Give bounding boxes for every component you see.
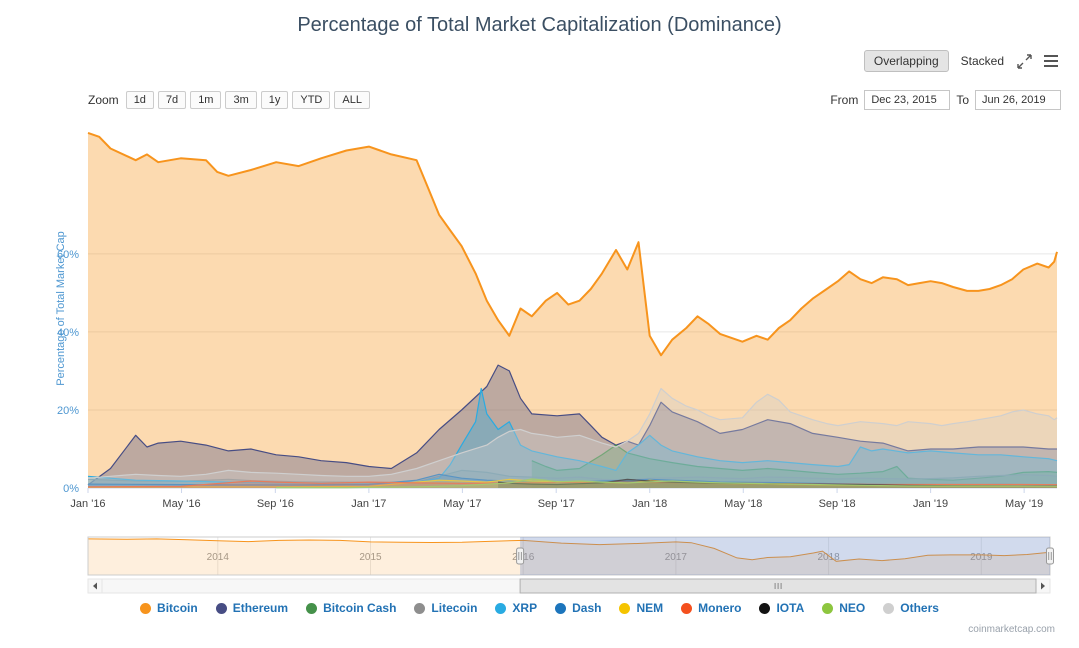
series-area-ethereum bbox=[88, 365, 1057, 488]
to-date-input[interactable] bbox=[975, 90, 1061, 110]
legend-item-litecoin[interactable]: Litecoin bbox=[414, 601, 477, 615]
to-label: To bbox=[956, 93, 969, 107]
series-line-bitcoin[interactable] bbox=[87, 131, 1058, 357]
menu-icon[interactable] bbox=[1043, 54, 1059, 68]
zoom-button-all[interactable]: ALL bbox=[334, 91, 370, 109]
navigator[interactable]: 201420152016201720182019 bbox=[0, 533, 1079, 595]
x-tick-label: May '17 bbox=[443, 498, 481, 510]
series-line-others[interactable] bbox=[87, 387, 1058, 479]
navigator-series-area bbox=[88, 538, 1050, 575]
x-tick-label: May '19 bbox=[1005, 498, 1043, 510]
legend-label: Dash bbox=[572, 601, 602, 615]
legend-item-bitcoin[interactable]: Bitcoin bbox=[140, 601, 198, 615]
bitcoin-marker-icon bbox=[140, 602, 152, 614]
bitcoin-cash-marker-icon bbox=[306, 602, 318, 614]
navigator-year-label: 2018 bbox=[817, 552, 840, 563]
series-line-ethereum[interactable] bbox=[87, 364, 1057, 486]
from-date-input[interactable] bbox=[864, 90, 951, 110]
watermark: coinmarketcap.com bbox=[968, 624, 1055, 635]
navigator-left-handle[interactable] bbox=[516, 547, 525, 565]
scrollbar-right-arrow-icon bbox=[1041, 582, 1045, 590]
zoom-button-1d[interactable]: 1d bbox=[125, 91, 154, 109]
x-tick-label: Sep '16 bbox=[257, 498, 294, 510]
legend-item-nem[interactable]: NEM bbox=[619, 601, 663, 615]
legend-label: Bitcoin bbox=[157, 601, 198, 615]
zoom-button-3m[interactable]: 3m bbox=[225, 91, 257, 109]
navigator-year-label: 2014 bbox=[207, 552, 230, 563]
zoom-button-7d[interactable]: 7d bbox=[157, 91, 187, 109]
navigator-year-label: 2019 bbox=[970, 552, 993, 563]
others-marker-icon bbox=[883, 602, 895, 614]
legend-label: NEO bbox=[839, 601, 866, 615]
dominance-area-chart[interactable]: 0% 20% 40% 60% Jan '16 May '16 Sep '16 Jan '17 M… bbox=[0, 123, 1079, 515]
from-label: From bbox=[830, 93, 859, 107]
y-tick-label: 40% bbox=[57, 327, 79, 339]
legend-label: XRP bbox=[512, 601, 538, 615]
zoom-button-ytd[interactable]: YTD bbox=[292, 91, 331, 109]
page-title: Percentage of Total Market Capitalizatio… bbox=[297, 14, 782, 36]
x-tick-label: Jan '19 bbox=[913, 498, 948, 510]
legend: Bitcoin Ethereum Bitcoin Cash Litecoin XRP Da… bbox=[0, 601, 1079, 615]
expand-icon[interactable] bbox=[1016, 53, 1033, 70]
legend-item-xrp[interactable]: XRP bbox=[495, 601, 537, 615]
x-tick-label: Sep '17 bbox=[538, 498, 575, 510]
y-tick-label: 0% bbox=[63, 483, 79, 495]
zoom-controls: Zoom 1d 7d 1m 3m 1y YTD ALL bbox=[88, 91, 370, 109]
legend-item-dash[interactable]: Dash bbox=[555, 601, 601, 615]
overlapping-button[interactable]: Overlapping bbox=[863, 50, 949, 72]
legend-item-ethereum[interactable]: Ethereum bbox=[215, 601, 289, 615]
series-area-bitcoin-cash bbox=[531, 445, 1057, 488]
x-tick-label: Jan '17 bbox=[351, 498, 386, 510]
zoom-buttons: 1d 7d 1m 3m 1y YTD ALL bbox=[125, 91, 370, 109]
series-line-neo[interactable] bbox=[276, 478, 1057, 489]
legend-label: Litecoin bbox=[431, 601, 478, 615]
x-tick-label: May '18 bbox=[724, 498, 762, 510]
neo-marker-icon bbox=[822, 602, 834, 614]
navigator-selected-mask[interactable] bbox=[520, 537, 1050, 575]
series-line-bitcoin-cash[interactable] bbox=[531, 444, 1058, 481]
y-tick-label: 60% bbox=[57, 249, 79, 261]
x-tick-label: Jan '16 bbox=[70, 498, 105, 510]
zoom-label: Zoom bbox=[88, 93, 119, 107]
navigator-year-label: 2017 bbox=[665, 552, 688, 563]
ethereum-marker-icon bbox=[215, 602, 227, 614]
series-area-others bbox=[88, 388, 1057, 488]
legend-item-others[interactable]: Others bbox=[883, 601, 939, 615]
legend-label: Ethereum bbox=[232, 601, 289, 615]
view-controls: Overlapping Stacked bbox=[863, 50, 1059, 72]
y-tick-label: 20% bbox=[57, 405, 79, 417]
zoom-button-1m[interactable]: 1m bbox=[190, 91, 222, 109]
legend-item-neo[interactable]: NEO bbox=[822, 601, 865, 615]
series-area-bitcoin bbox=[88, 132, 1057, 488]
scrollbar-left-arrow-icon bbox=[93, 582, 97, 590]
legend-item-bitcoin-cash[interactable]: Bitcoin Cash bbox=[306, 601, 396, 615]
zoom-button-1y[interactable]: 1y bbox=[260, 91, 289, 109]
legend-item-monero[interactable]: Monero bbox=[681, 601, 741, 615]
x-tick-label: Jan '18 bbox=[632, 498, 667, 510]
legend-item-iota[interactable]: IOTA bbox=[759, 601, 804, 615]
navigator-year-label: 2015 bbox=[359, 552, 382, 563]
navigator-right-handle[interactable] bbox=[1046, 547, 1054, 565]
legend-label: Others bbox=[900, 601, 939, 615]
xrp-marker-icon bbox=[495, 602, 507, 614]
stacked-button[interactable]: Stacked bbox=[960, 54, 1004, 68]
series-area-xrp bbox=[88, 388, 1057, 488]
navigator-series-line bbox=[87, 538, 1051, 562]
nem-marker-icon bbox=[619, 602, 631, 614]
dash-marker-icon bbox=[555, 602, 567, 614]
range-selector: From To bbox=[830, 90, 1061, 110]
x-tick-label: Sep '18 bbox=[819, 498, 856, 510]
legend-label: Monero bbox=[698, 601, 742, 615]
y-axis-title: Percentage of Total Market Cap bbox=[55, 231, 67, 386]
x-tick-label: May '16 bbox=[162, 498, 200, 510]
litecoin-marker-icon bbox=[414, 602, 426, 614]
monero-marker-icon bbox=[681, 602, 693, 614]
legend-label: Bitcoin Cash bbox=[323, 601, 397, 615]
iota-marker-icon bbox=[759, 602, 771, 614]
legend-label: NEM bbox=[636, 601, 664, 615]
legend-label: IOTA bbox=[776, 601, 805, 615]
